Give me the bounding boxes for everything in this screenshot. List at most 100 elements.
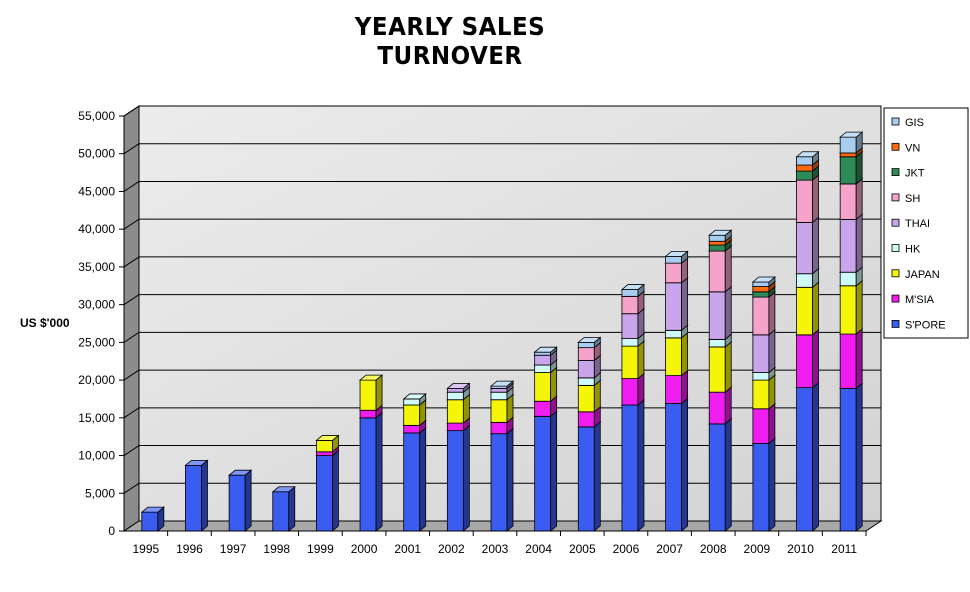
bar-segment-side xyxy=(855,328,863,390)
x-tick-label: 2003 xyxy=(482,542,509,556)
bar-segment-front xyxy=(490,387,508,393)
bar-segment-front xyxy=(796,334,813,389)
bar-segment xyxy=(795,216,820,275)
legend-swatch xyxy=(891,142,900,151)
bar-segment xyxy=(620,340,646,380)
bar-segment xyxy=(795,150,820,166)
bar-segment-side xyxy=(724,285,732,341)
bar-segment-front xyxy=(708,240,726,246)
legend-label: HK xyxy=(905,244,921,256)
x-tick-label: 2000 xyxy=(351,542,378,556)
bar-segment-front xyxy=(708,244,726,252)
bar-segment-front xyxy=(534,400,552,417)
bar-segment-side xyxy=(637,399,645,532)
bar-segment-top xyxy=(533,346,558,353)
bar-segment-side xyxy=(768,437,776,532)
bar-segment-top xyxy=(664,250,689,257)
bar-segment-side xyxy=(244,469,252,532)
bar-segment-front xyxy=(403,398,421,406)
x-tick-label: 1999 xyxy=(307,542,334,556)
bar-segment-front xyxy=(577,347,595,361)
bar-segment xyxy=(140,506,165,532)
bar-segment-side xyxy=(855,382,863,532)
bar-segment xyxy=(708,229,733,243)
bar-segment-front xyxy=(708,291,726,340)
bar-segment-front xyxy=(752,408,770,444)
bar-segment-top xyxy=(228,469,253,476)
chart-side-wall xyxy=(123,105,140,532)
bar-segment-side xyxy=(855,213,863,274)
bar-segment-side xyxy=(550,410,558,532)
bar-segment-front xyxy=(403,404,421,426)
bar-segment-top xyxy=(751,276,776,283)
gridline-depth xyxy=(123,256,140,268)
bar-segment-side xyxy=(812,174,819,224)
bar-segment-side xyxy=(462,424,470,532)
x-tick-label: 1996 xyxy=(176,542,203,556)
bar-segment xyxy=(664,397,689,532)
bar-segment-top xyxy=(402,393,427,400)
bar-segment xyxy=(751,402,776,445)
bar-segment-front xyxy=(359,409,377,419)
bar-segment xyxy=(751,276,776,288)
bar-segment-side xyxy=(681,397,688,532)
bar-segment xyxy=(795,381,820,532)
y-tick-label: 30,000 xyxy=(78,298,115,312)
bar-segment-side xyxy=(812,281,819,336)
gridline-depth xyxy=(123,331,140,343)
bar-segment-front xyxy=(403,424,421,434)
bar-segment-front xyxy=(621,338,639,347)
y-tick-label: 20,000 xyxy=(78,373,115,387)
bar-segment-side xyxy=(637,340,645,380)
bar-segment-front xyxy=(796,286,813,336)
bar-segment-side xyxy=(332,449,339,532)
legend-label: JKT xyxy=(905,168,925,180)
bar-segment-front xyxy=(534,354,552,366)
bar-segment xyxy=(315,434,340,453)
x-tick-label: 2010 xyxy=(787,542,814,556)
bar-segment-front xyxy=(446,430,464,532)
bar-segment xyxy=(271,485,296,532)
bar-segment-front xyxy=(752,379,770,410)
bar-segment-top xyxy=(140,506,165,513)
x-tick-label: 1997 xyxy=(220,542,247,556)
bar-segment-front xyxy=(665,337,682,376)
bar-segment xyxy=(664,331,689,377)
bar-segment-front xyxy=(490,399,508,423)
bar-segment xyxy=(839,213,864,274)
bar-segment-side xyxy=(724,341,732,394)
bar-segment-front xyxy=(577,411,595,428)
bar-segment-front xyxy=(839,333,857,389)
bar-segment-front xyxy=(490,433,508,532)
bar-segment-front xyxy=(839,271,857,287)
y-tick-label: 0 xyxy=(108,524,115,538)
bar-segment-front xyxy=(796,179,813,223)
bar-segment-side xyxy=(375,374,383,412)
bar-segment-front xyxy=(839,218,857,273)
bar-segment-side xyxy=(855,150,863,185)
bar-segment-front xyxy=(839,136,857,154)
bar-segment-side xyxy=(201,459,208,532)
bar-segment-top xyxy=(708,229,733,236)
bar-segment-front xyxy=(665,282,682,331)
legend-swatch xyxy=(891,193,900,202)
bar-segment-front xyxy=(621,289,639,297)
bar-segment-front xyxy=(796,156,813,166)
bar-segment xyxy=(795,328,820,389)
bar-segment-front xyxy=(621,295,639,315)
bar-segment-front xyxy=(839,156,857,185)
bar-segment-front xyxy=(621,404,639,532)
legend-swatch xyxy=(891,319,900,328)
bar-segment-side xyxy=(855,279,863,335)
bar-segment-front xyxy=(359,417,377,532)
bar-segment-side xyxy=(375,411,383,532)
bar-segment-front xyxy=(577,341,595,349)
bar-segment-side xyxy=(812,216,819,275)
bar-segment-front xyxy=(752,281,770,287)
bar-segment-side xyxy=(681,276,688,332)
chart-title: YEARLY SALES TURNOVER xyxy=(354,12,546,70)
x-tick-label: 2009 xyxy=(744,542,771,556)
bar-segment xyxy=(839,178,864,221)
x-tick-label: 2005 xyxy=(569,542,596,556)
gridline-depth xyxy=(123,369,140,381)
